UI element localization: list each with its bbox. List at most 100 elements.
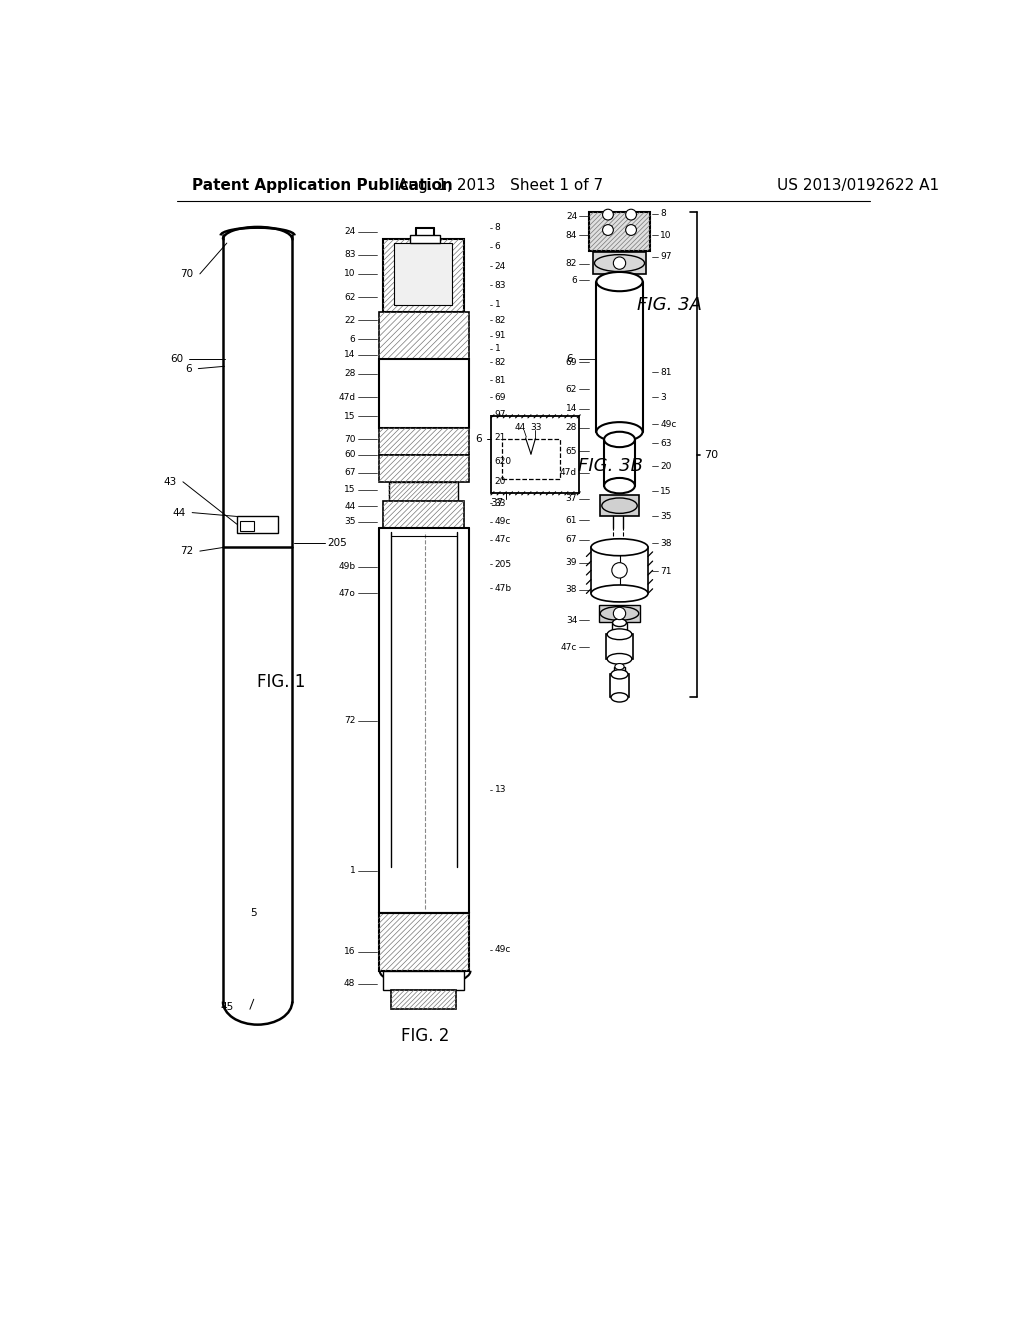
Text: 205: 205 — [495, 560, 512, 569]
Bar — [394, 243, 452, 305]
Text: 35: 35 — [344, 517, 355, 527]
Bar — [503, 440, 560, 479]
Text: 24: 24 — [495, 261, 506, 271]
Text: 205: 205 — [328, 539, 347, 548]
Bar — [383, 970, 464, 990]
Text: 67: 67 — [565, 535, 578, 544]
Text: 63: 63 — [660, 438, 672, 447]
Ellipse shape — [614, 664, 625, 669]
Text: 72: 72 — [180, 546, 194, 556]
Text: 82: 82 — [495, 315, 506, 325]
Text: FIG. 3A: FIG. 3A — [637, 296, 702, 314]
Text: FIG. 1: FIG. 1 — [257, 673, 305, 690]
Text: 15: 15 — [344, 484, 355, 494]
Text: 72: 72 — [344, 715, 355, 725]
Text: 81: 81 — [495, 376, 506, 384]
Text: 33: 33 — [529, 424, 542, 433]
Circle shape — [626, 209, 637, 220]
Text: 39: 39 — [565, 558, 578, 568]
Text: 5: 5 — [251, 908, 257, 917]
Text: 91: 91 — [495, 331, 506, 341]
Ellipse shape — [591, 539, 648, 556]
Text: 70: 70 — [180, 269, 194, 279]
Ellipse shape — [595, 255, 644, 272]
Circle shape — [626, 224, 637, 235]
Bar — [606, 635, 633, 659]
Bar — [391, 990, 457, 1010]
Text: 33: 33 — [495, 499, 506, 508]
Text: 15: 15 — [660, 487, 672, 495]
Text: 15: 15 — [344, 412, 355, 421]
Bar — [410, 235, 440, 243]
Bar — [490, 416, 580, 494]
Text: 44: 44 — [344, 502, 355, 511]
Text: 67: 67 — [344, 469, 355, 477]
Text: Patent Application Publication: Patent Application Publication — [193, 178, 453, 193]
Ellipse shape — [604, 478, 635, 494]
Text: 1: 1 — [349, 866, 355, 875]
Bar — [383, 239, 464, 313]
Ellipse shape — [600, 607, 639, 620]
Bar — [600, 495, 639, 516]
Text: 47c: 47c — [495, 535, 511, 544]
Text: 34: 34 — [566, 616, 578, 624]
Text: Aug. 1, 2013   Sheet 1 of 7: Aug. 1, 2013 Sheet 1 of 7 — [397, 178, 603, 193]
Text: 49b: 49b — [338, 562, 355, 572]
Text: 97: 97 — [495, 411, 506, 420]
Text: 43: 43 — [164, 477, 177, 487]
Text: 49c: 49c — [660, 420, 677, 429]
Text: 6: 6 — [349, 335, 355, 343]
Text: 1: 1 — [495, 300, 501, 309]
Text: 97: 97 — [660, 252, 672, 261]
Bar — [379, 455, 469, 482]
Bar — [611, 623, 628, 635]
Text: 620: 620 — [495, 457, 512, 466]
Bar — [379, 913, 469, 970]
Text: 81: 81 — [660, 368, 672, 378]
Text: 69: 69 — [495, 392, 506, 401]
Text: 44: 44 — [514, 424, 525, 433]
Text: 60: 60 — [170, 354, 183, 363]
Text: 62: 62 — [344, 293, 355, 301]
Text: 8: 8 — [660, 210, 666, 218]
Text: 47o: 47o — [339, 589, 355, 598]
Text: 14: 14 — [344, 350, 355, 359]
Circle shape — [613, 257, 626, 269]
Text: 82: 82 — [495, 358, 506, 367]
Ellipse shape — [612, 619, 627, 627]
Text: 61: 61 — [565, 516, 578, 525]
Text: 28: 28 — [566, 424, 578, 433]
Text: 45: 45 — [220, 1002, 233, 1012]
Text: 6: 6 — [475, 434, 481, 445]
Text: 49c: 49c — [495, 945, 511, 954]
Text: 83: 83 — [495, 281, 506, 290]
Text: 6: 6 — [566, 354, 573, 363]
Text: 38: 38 — [660, 539, 672, 548]
Circle shape — [602, 224, 613, 235]
Text: 60: 60 — [344, 450, 355, 459]
Text: 47b: 47b — [495, 583, 512, 593]
Text: 24: 24 — [344, 227, 355, 236]
Text: 6: 6 — [495, 243, 501, 251]
Text: 13: 13 — [495, 785, 506, 795]
Text: 3: 3 — [660, 392, 666, 401]
Bar — [379, 428, 469, 455]
Text: 83: 83 — [344, 251, 355, 259]
Bar — [237, 516, 278, 533]
Text: 84: 84 — [566, 231, 578, 240]
Ellipse shape — [591, 585, 648, 602]
Bar — [599, 605, 640, 622]
Text: 82: 82 — [566, 260, 578, 268]
Text: 69: 69 — [565, 358, 578, 367]
Text: 47d: 47d — [338, 392, 355, 401]
Bar — [593, 252, 646, 275]
Ellipse shape — [596, 272, 643, 292]
Text: 62: 62 — [566, 385, 578, 393]
Text: 38: 38 — [565, 585, 578, 594]
Text: 49c: 49c — [495, 517, 511, 527]
Text: 21: 21 — [495, 433, 506, 442]
Bar — [240, 521, 254, 531]
Ellipse shape — [602, 498, 637, 513]
Text: 20: 20 — [660, 462, 672, 471]
Bar — [396, 359, 452, 428]
